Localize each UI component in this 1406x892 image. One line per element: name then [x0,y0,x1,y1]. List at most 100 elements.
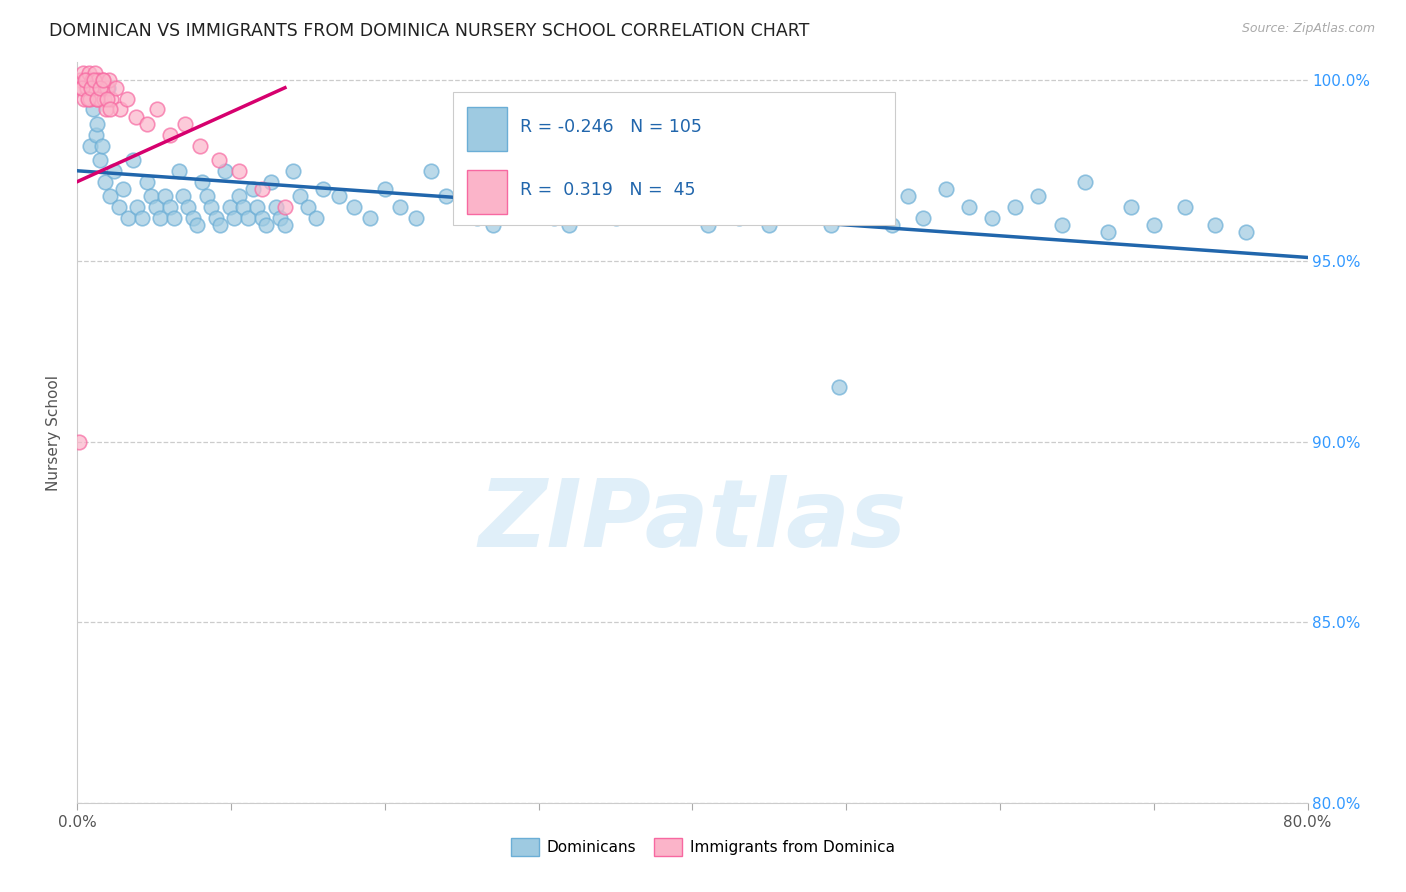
Point [246,200,269,214]
Point [224,211,246,225]
Point [87,73,110,87]
Point [72,66,94,80]
Point [1004,200,1026,214]
Point [574,163,596,178]
Point [90,138,114,153]
Point [97,73,120,87]
Point [96,91,118,105]
Point [94,103,117,117]
Point [1028,189,1050,203]
Point [851,211,873,225]
Point [214,163,236,178]
Point [512,200,534,214]
Point [98,103,121,117]
Point [108,200,131,214]
Point [218,200,240,214]
Point [481,218,503,232]
Point [1204,218,1226,232]
Point [84,66,107,80]
Point [146,103,169,117]
Point [912,211,935,225]
Point [1143,218,1166,232]
Point [79,138,101,153]
Point [209,218,232,232]
Point [866,200,889,214]
Point [188,138,212,153]
Point [131,211,153,225]
Point [82,103,104,117]
Point [250,182,273,196]
Point [605,211,627,225]
FancyBboxPatch shape [467,169,506,214]
Point [112,182,135,196]
Point [73,73,96,87]
Point [957,200,980,214]
Point [174,117,197,131]
Point [89,80,111,95]
Point [76,80,98,95]
Point [145,200,167,214]
Point [84,128,107,142]
Point [96,80,118,95]
Point [305,211,328,225]
Point [86,91,108,105]
Point [290,189,312,203]
Point [159,128,181,142]
Point [420,163,443,178]
Point [86,117,108,131]
Point [127,200,149,214]
Point [82,80,104,95]
Point [666,200,689,214]
Point [1097,225,1119,239]
FancyBboxPatch shape [467,107,506,152]
Point [228,163,250,178]
Point [236,211,259,225]
Point [343,200,366,214]
Point [804,189,827,203]
Point [117,211,139,225]
Point [389,200,412,214]
Point [191,175,214,189]
Point [163,211,186,225]
Point [827,380,849,394]
Point [204,211,226,225]
Point [153,189,176,203]
Point [558,218,581,232]
Point [89,153,111,167]
Point [159,200,181,214]
Point [264,200,287,214]
Point [465,211,488,225]
Text: Source: ZipAtlas.com: Source: ZipAtlas.com [1241,22,1375,36]
Point [208,153,231,167]
Point [1234,225,1257,239]
Point [636,200,658,214]
Point [682,189,704,203]
Point [100,91,122,105]
Point [103,163,125,178]
Point [186,218,208,232]
Point [115,91,138,105]
Point [172,189,194,203]
Point [758,218,780,232]
Point [773,175,796,189]
Point [789,200,811,214]
Point [110,103,132,117]
Point [527,189,550,203]
Point [228,189,250,203]
Point [374,182,396,196]
Point [121,153,143,167]
Point [274,218,297,232]
Point [77,66,100,80]
Point [104,80,127,95]
Point [70,80,93,95]
Text: R = -0.246   N = 105: R = -0.246 N = 105 [520,118,702,136]
Point [727,211,749,225]
Point [256,218,278,232]
Point [94,175,117,189]
Point [269,211,291,225]
Point [742,200,765,214]
Point [436,189,458,203]
Point [73,91,96,105]
Point [167,163,190,178]
Point [651,175,673,189]
